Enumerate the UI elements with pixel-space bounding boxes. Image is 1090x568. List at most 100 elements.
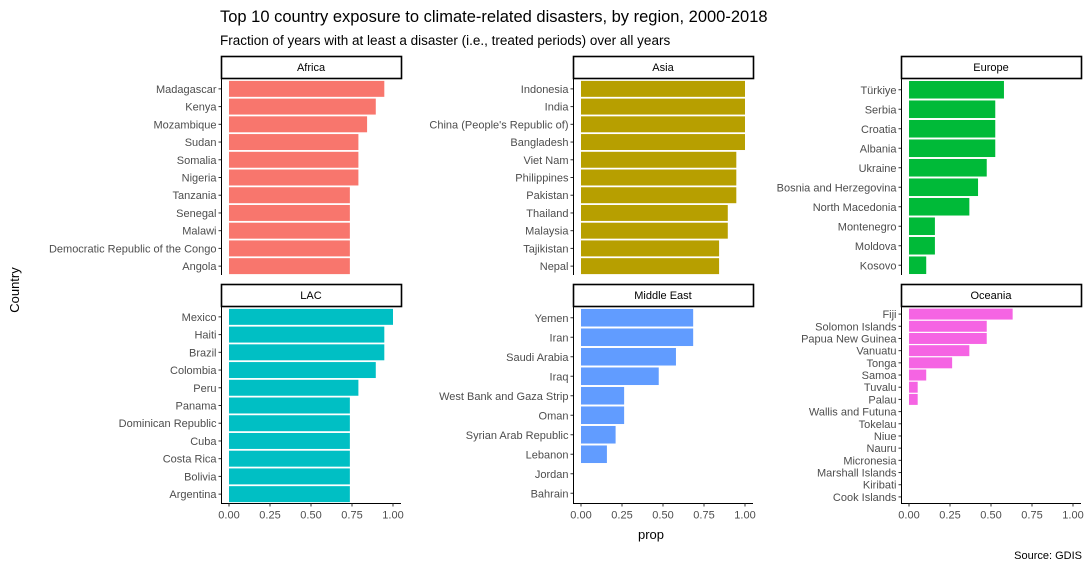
panel-africa: Africa Madagascar Kenya Mozambique Sudan Soma…	[49, 55, 403, 275]
y-tick-label: Cook Islands	[833, 492, 897, 504]
y-tick-label: Yemen	[535, 313, 569, 325]
panels: Africa Madagascar Kenya Mozambique Sudan Soma…	[49, 55, 1084, 522]
y-tick-label: Lebanon	[526, 449, 569, 461]
y-tick-label: Malaysia	[525, 226, 569, 238]
y-tick-label: Nigeria	[182, 173, 218, 185]
bar	[909, 80, 1004, 99]
y-tick-label: Solomon Islands	[815, 321, 897, 333]
y-tick-label: Tokelau	[859, 419, 897, 431]
x-tick-label: 0.75	[341, 510, 362, 522]
bar	[229, 116, 368, 133]
bar	[229, 326, 385, 343]
bar	[581, 222, 728, 239]
bar	[581, 169, 737, 186]
facet-strip-label-europe: Europe	[973, 62, 1008, 74]
y-tick-label: Serbia	[865, 104, 898, 116]
bar	[909, 158, 987, 177]
bar	[581, 187, 737, 204]
bar	[229, 450, 350, 467]
y-tick-label: Peru	[193, 383, 216, 395]
x-tick-label: 1.00	[382, 510, 403, 522]
y-tick-label: Senegal	[176, 208, 216, 220]
bar	[581, 98, 745, 115]
panel-europe: Europe Türkiye Serbia Croatia Albania Ukraine…	[777, 55, 1083, 275]
y-tick-label: China (People's Republic of)	[429, 119, 568, 131]
y-tick-label: Türkiye	[860, 85, 896, 97]
bar	[909, 217, 935, 236]
bar	[581, 151, 737, 168]
facet-strip-oceania	[900, 283, 1083, 308]
y-tick-label: India	[545, 102, 570, 114]
bar	[909, 139, 996, 158]
y-tick-label: Croatia	[861, 124, 897, 136]
bar	[581, 347, 676, 366]
y-tick-label: Philippines	[515, 173, 569, 185]
bar	[909, 369, 927, 381]
y-tick-label: North Macedonia	[813, 202, 898, 214]
y-tick-label: Brazil	[189, 347, 217, 359]
y-tick-label: Kenya	[185, 102, 217, 114]
y-tick-label: Mexico	[182, 312, 217, 324]
y-tick-label: Colombia	[170, 365, 217, 377]
bar	[229, 415, 350, 432]
y-tick-label: Haiti	[194, 330, 216, 342]
y-tick-label: Bahrain	[531, 488, 569, 500]
facet-strip-label-lac: LAC	[300, 290, 321, 302]
y-tick-label: Ukraine	[859, 163, 897, 175]
bar	[581, 308, 694, 327]
bar	[229, 134, 359, 151]
x-tick-label: 0.25	[259, 510, 280, 522]
y-tick-label: Papua New Guinea	[801, 333, 897, 345]
y-tick-label: West Bank and Gaza Strip	[439, 391, 568, 403]
facet-strip-label-middle-east: Middle East	[634, 290, 691, 302]
y-tick-label: Bangladesh	[510, 137, 568, 149]
bar	[909, 357, 953, 369]
y-tick-label: Mozambique	[154, 119, 217, 131]
panel-asia: Asia Indonesia India China (People's Republ…	[429, 55, 755, 275]
bar	[229, 468, 350, 485]
bar	[229, 344, 385, 361]
bar	[229, 222, 350, 239]
y-tick-label: Dominican Republic	[119, 418, 217, 430]
y-tick-label: Vanuatu	[856, 346, 896, 358]
bar	[909, 256, 927, 275]
bar	[229, 240, 350, 257]
y-tick-label: Saudi Arabia	[506, 352, 569, 364]
facet-strip-africa	[220, 55, 403, 80]
x-tick-label: 1.00	[1062, 510, 1083, 522]
y-tick-label: Kosovo	[860, 260, 897, 272]
y-tick-label: Moldova	[855, 241, 897, 253]
y-tick-label: Iraq	[550, 371, 569, 383]
y-tick-label: Jordan	[535, 469, 569, 481]
y-tick-label: Bosnia and Herzegovina	[777, 182, 898, 194]
bar	[581, 258, 720, 275]
bar	[229, 187, 350, 204]
y-tick-label: Wallis and Futuna	[809, 407, 898, 419]
x-tick-label: 1.00	[734, 510, 755, 522]
bar	[581, 425, 616, 444]
y-tick-label: Democratic Republic of the Congo	[49, 243, 217, 255]
bar	[229, 308, 393, 325]
y-tick-label: Sudan	[185, 137, 217, 149]
bar	[229, 98, 376, 115]
bar	[581, 80, 745, 97]
y-axis-title: Country	[7, 267, 22, 313]
y-tick-label: Tuvalu	[864, 382, 897, 394]
bar	[909, 100, 996, 119]
panel-middle-east: Middle East Yemen Iran Saudi Arabia Iraq West…	[439, 283, 756, 522]
bar	[229, 362, 376, 379]
y-tick-label: Bolivia	[184, 471, 217, 483]
y-tick-label: Indonesia	[521, 84, 570, 96]
y-tick-label: Marshall Islands	[817, 468, 897, 480]
y-tick-label: Samoa	[862, 370, 898, 382]
y-tick-label: Micronesia	[843, 455, 897, 467]
x-tick-label: 0.00	[898, 510, 919, 522]
chart-subtitle: Fraction of years with at least a disast…	[220, 33, 670, 48]
bar	[581, 445, 607, 464]
caption: Source: GDIS	[1014, 550, 1082, 562]
y-tick-label: Montenegro	[838, 221, 897, 233]
bar	[909, 308, 1013, 320]
y-tick-label: Cuba	[190, 436, 217, 448]
